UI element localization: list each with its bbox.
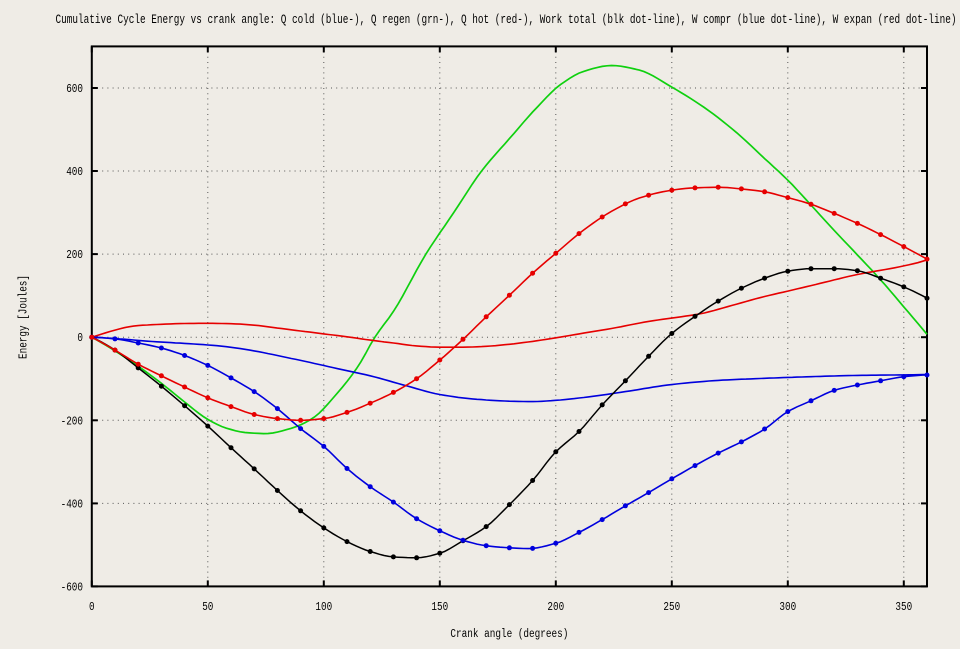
- svg-text:200: 200: [66, 249, 83, 262]
- svg-text:Energy [Joules]: Energy [Joules]: [18, 275, 31, 359]
- svg-text:-600: -600: [61, 581, 83, 594]
- svg-text:300: 300: [779, 601, 796, 614]
- svg-text:150: 150: [431, 601, 448, 614]
- svg-text:250: 250: [663, 601, 680, 614]
- svg-text:600: 600: [66, 83, 83, 96]
- svg-text:0: 0: [89, 601, 95, 614]
- svg-text:0: 0: [77, 332, 83, 345]
- svg-text:200: 200: [547, 601, 564, 614]
- svg-text:-200: -200: [61, 415, 83, 428]
- svg-text:400: 400: [66, 166, 83, 179]
- svg-text:100: 100: [315, 601, 332, 614]
- svg-text:Cumulative Cycle Energy vs cra: Cumulative Cycle Energy vs crank angle: …: [56, 12, 957, 27]
- svg-text:350: 350: [895, 601, 912, 614]
- svg-text:Crank angle (degrees): Crank angle (degrees): [450, 628, 568, 641]
- svg-text:-400: -400: [61, 498, 83, 511]
- svg-text:50: 50: [202, 601, 213, 614]
